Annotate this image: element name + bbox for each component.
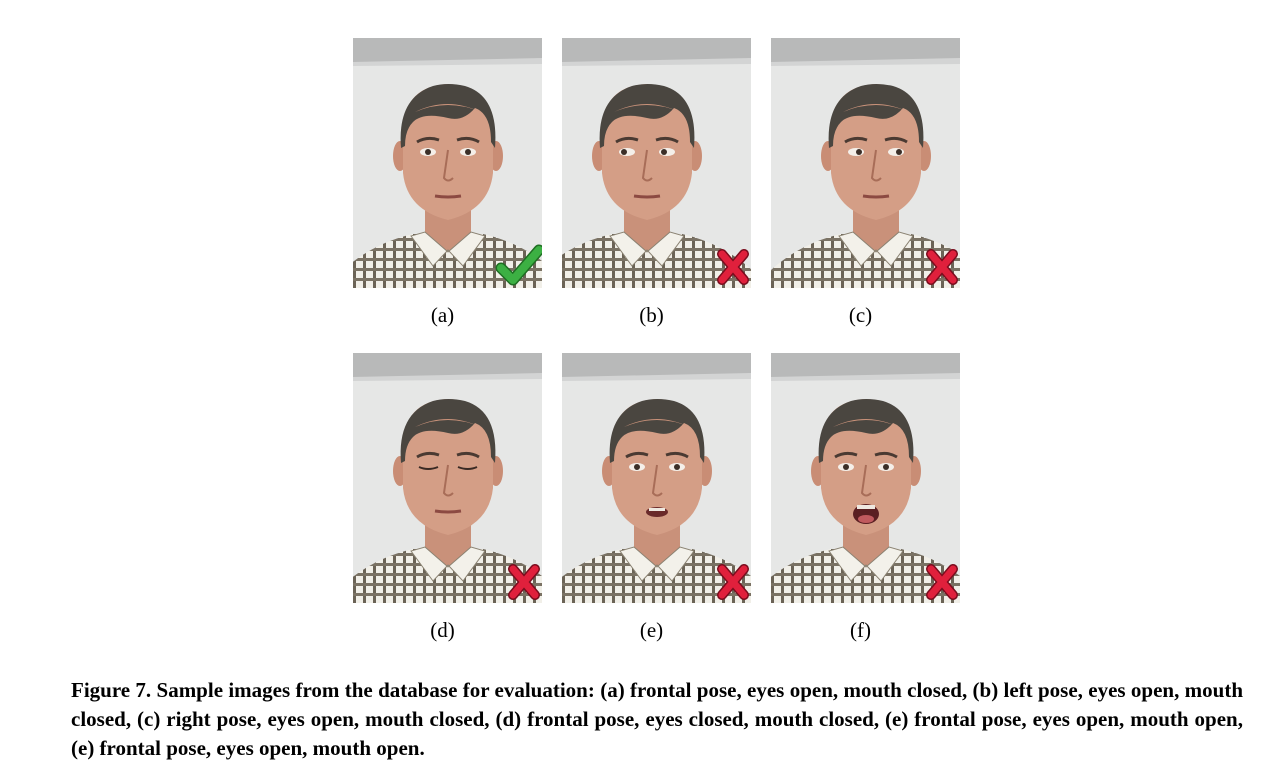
face-drawing-e (562, 353, 751, 603)
face-drawing-d (353, 353, 542, 603)
shirt (353, 549, 542, 603)
cross-icon (508, 564, 540, 600)
sublabel-f: (f) (850, 618, 871, 642)
face-photo-e (562, 353, 751, 603)
face-photo-a (353, 38, 542, 288)
sublabel-a: (a) (430, 303, 455, 327)
panel-c (771, 38, 960, 288)
face-photo-d (353, 353, 542, 603)
panel-d (353, 353, 542, 603)
caption-body: (a) frontal pose, eyes open, mouth close… (71, 678, 1244, 760)
shirt (353, 234, 542, 288)
sublabel-c: (c) (848, 303, 873, 327)
cross-icon (717, 249, 749, 285)
face-drawing-f (771, 353, 960, 603)
sublabel-e: (e) (639, 618, 664, 642)
sublabel-d: (d) (430, 618, 455, 642)
panel-b (562, 38, 751, 288)
caption-lead: Figure 7. Sample images from the databas… (71, 678, 595, 702)
shirt (562, 549, 751, 603)
figure-caption: Figure 7. Sample images from the databas… (71, 676, 1243, 763)
panel-e (562, 353, 751, 603)
checkmark-icon (495, 244, 542, 286)
cross-icon (926, 249, 958, 285)
shirt (562, 234, 751, 288)
cross-icon (926, 564, 958, 600)
face-photo-c (771, 38, 960, 288)
face-photo-b (562, 38, 751, 288)
face-drawing-b (562, 38, 751, 288)
shirt (771, 549, 960, 603)
cross-icon (717, 564, 749, 600)
panel-f (771, 353, 960, 603)
face-drawing-c (771, 38, 960, 288)
sublabel-b: (b) (639, 303, 664, 327)
face-photo-f (771, 353, 960, 603)
face-drawing-a (353, 38, 542, 288)
panel-a (353, 38, 542, 288)
